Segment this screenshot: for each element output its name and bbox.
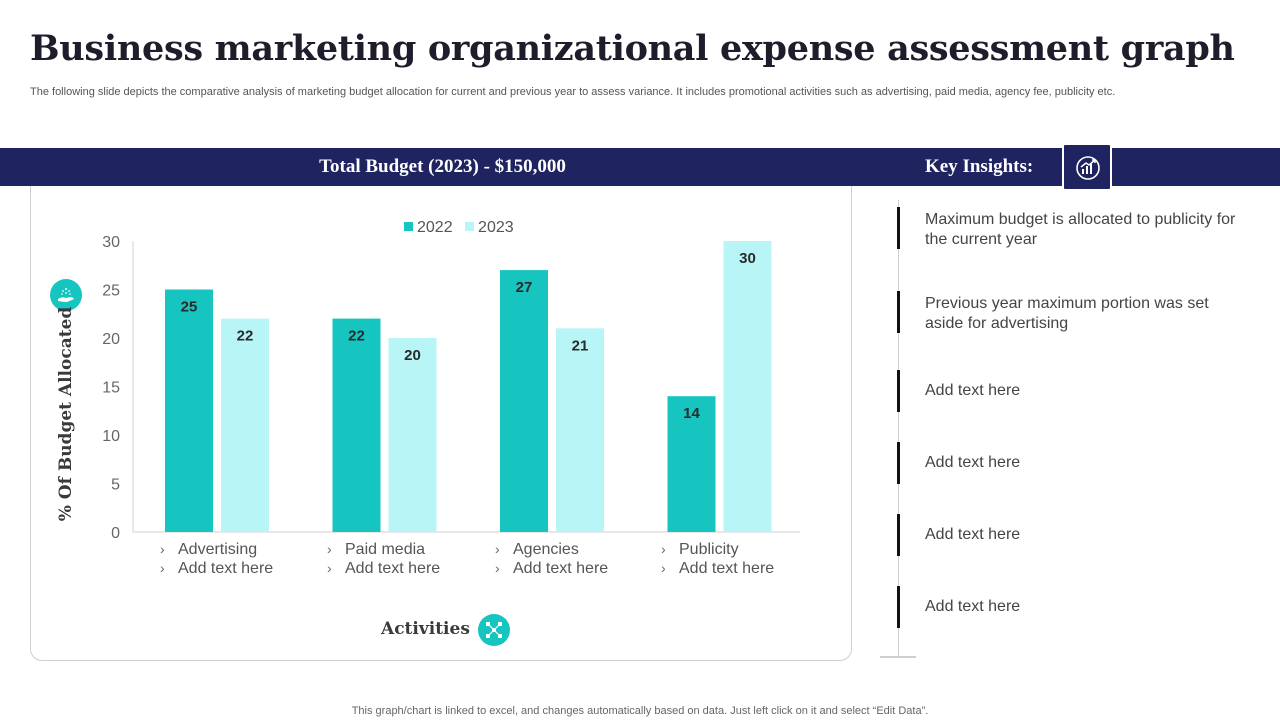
y-tick-label: 25 [102, 283, 120, 300]
page-title: Business marketing organizational expens… [30, 28, 1235, 69]
bar-agencies-2023[interactable] [556, 328, 604, 532]
insight-marker [897, 442, 900, 484]
budget-icon [50, 279, 82, 311]
timeline-base [880, 656, 916, 658]
category-label-agencies: › Agencies › Add text here [495, 541, 609, 577]
category-name: Advertising [178, 541, 258, 558]
legend-swatch-2023 [465, 222, 475, 231]
bar-publicity-2022[interactable] [667, 396, 716, 532]
category-sublabel: Add text here [679, 560, 775, 577]
category-label-paid-media: › Paid media › Add text here [327, 541, 441, 577]
insights-icon-box [1062, 143, 1112, 191]
insight-marker [897, 207, 900, 249]
data-label-paid-media-2023: 20 [404, 347, 421, 364]
total-budget-label: Total Budget (2023) - $150,000 [319, 156, 566, 177]
bar-agencies-2022[interactable] [500, 270, 548, 532]
y-axis-title: % Of Budget Allocated [56, 306, 76, 522]
data-label-agencies-2022: 27 [516, 279, 533, 296]
category-sublabel: Add text here [513, 560, 609, 577]
bar-paid-media-2022[interactable] [332, 318, 381, 532]
y-tick-label: 20 [102, 331, 120, 348]
legend-item-2023[interactable]: 2023 [465, 219, 514, 236]
activities-icon [478, 614, 510, 646]
y-tick-label: 30 [102, 234, 120, 251]
footer-note: This graph/chart is linked to excel, and… [351, 705, 929, 717]
insight-marker [897, 586, 900, 628]
legend-label-2022: 2022 [417, 219, 453, 236]
bar-advertising-2023[interactable] [221, 318, 269, 532]
category-label-advertising: › Advertising › Add text here [160, 541, 274, 577]
insight-marker [897, 291, 900, 333]
legend-item-2022[interactable]: 2022 [404, 219, 453, 236]
key-insights-label: Key Insights: [925, 156, 1034, 177]
chart-panel [30, 186, 852, 661]
data-label-paid-media-2022: 22 [348, 328, 365, 345]
chart-legend: 2022 2023 [404, 219, 522, 237]
insight-text: Add text here [925, 598, 1021, 615]
category-label-publicity: › Publicity › Add text here [661, 541, 775, 577]
category-name: Paid media [345, 541, 426, 558]
y-tick-label: 5 [111, 477, 120, 494]
page-subtitle: The following slide depicts the comparat… [30, 86, 1116, 98]
data-label-advertising-2022: 25 [181, 299, 198, 316]
network-icon [486, 622, 502, 638]
category-sublabel: Add text here [178, 560, 274, 577]
legend-label-2023: 2023 [478, 219, 514, 236]
category-name: Publicity [679, 541, 739, 558]
insight-text: Maximum budget is allocated to publicity… [925, 211, 1236, 248]
legend-swatch-2022 [404, 222, 413, 231]
insight-marker [897, 370, 900, 412]
growth-chart-icon [1076, 156, 1100, 180]
data-label-advertising-2023: 22 [237, 328, 254, 345]
y-tick-label: 10 [102, 428, 120, 445]
bar-chart[interactable]: 0 5 10 15 20 25 30 25 22 22 20 27 21 14 30 [0, 0, 880, 700]
data-label-publicity-2023: 30 [739, 250, 756, 267]
category-sublabel: Add text here [345, 560, 441, 577]
insight-text: Add text here [925, 454, 1021, 471]
insight-text: Add text here [925, 382, 1021, 399]
y-tick-label: 15 [102, 380, 120, 397]
insights-timeline [898, 200, 899, 656]
bar-publicity-2023[interactable] [723, 241, 772, 532]
insight-text: Add text here [925, 526, 1021, 543]
y-tick-label: 0 [111, 525, 120, 542]
bar-paid-media-2023[interactable] [388, 338, 437, 532]
x-axis-title: Activities [381, 619, 470, 639]
bar-advertising-2022[interactable] [165, 289, 213, 533]
data-label-agencies-2023: 21 [572, 337, 589, 354]
insight-marker [897, 514, 900, 556]
money-hand-icon [58, 288, 74, 302]
insight-text: Previous year maximum portion was set as… [925, 295, 1209, 332]
category-name: Agencies [513, 541, 579, 558]
data-label-publicity-2022: 14 [683, 405, 700, 422]
